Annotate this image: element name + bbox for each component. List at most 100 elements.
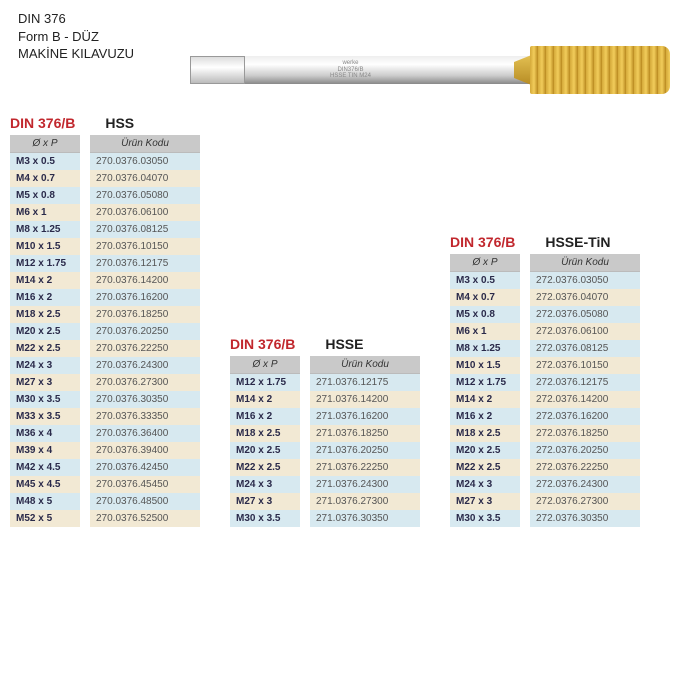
size-cell: M18 x 2.5 — [10, 306, 80, 323]
size-cell: M18 x 2.5 — [450, 425, 520, 442]
size-cell: M6 x 1 — [10, 204, 80, 221]
code-cell: 271.0376.22250 — [310, 459, 420, 476]
size-cell: M48 x 5 — [10, 493, 80, 510]
table-block-hsse-tin: DIN 376/B HSSE-TiN Ø x PM3 x 0.5M4 x 0.7M5… — [450, 234, 640, 527]
code-cell: 272.0376.14200 — [530, 391, 640, 408]
size-cell: M8 x 1.25 — [450, 340, 520, 357]
data-table: Ø x PM3 x 0.5M4 x 0.7M5 x 0.8M6 x 1M8 x … — [450, 254, 640, 527]
size-cell: M27 x 3 — [230, 493, 300, 510]
code-cell: 272.0376.03050 — [530, 272, 640, 289]
size-cell: M20 x 2.5 — [230, 442, 300, 459]
size-cell: M22 x 2.5 — [230, 459, 300, 476]
code-cell: 272.0376.24300 — [530, 476, 640, 493]
size-cell: M14 x 2 — [230, 391, 300, 408]
code-cell: 271.0376.30350 — [310, 510, 420, 527]
size-cell: M20 x 2.5 — [10, 323, 80, 340]
code-cell: 270.0376.06100 — [90, 204, 200, 221]
size-cell: M6 x 1 — [450, 323, 520, 340]
size-cell: M8 x 1.25 — [10, 221, 80, 238]
code-cell: 271.0376.20250 — [310, 442, 420, 459]
table-title: DIN 376/B — [10, 115, 75, 131]
code-cell: 270.0376.36400 — [90, 425, 200, 442]
size-cell: M30 x 3.5 — [10, 391, 80, 408]
code-cell: 270.0376.39400 — [90, 442, 200, 459]
size-cell: M4 x 0.7 — [10, 170, 80, 187]
size-cell: M39 x 4 — [10, 442, 80, 459]
size-cell: M14 x 2 — [450, 391, 520, 408]
tables-container: DIN 376/BHSSØ x PM3 x 0.5M4 x 0.7M5 x 0.… — [10, 115, 690, 527]
size-cell: M10 x 1.5 — [450, 357, 520, 374]
size-cell: M12 x 1.75 — [10, 255, 80, 272]
code-cell: 270.0376.08125 — [90, 221, 200, 238]
size-cell: M4 x 0.7 — [450, 289, 520, 306]
tool-thread — [530, 46, 670, 94]
size-cell: M24 x 3 — [450, 476, 520, 493]
page-header: DIN 376 Form B - DÜZ MAKİNE KILAVUZU — [18, 10, 134, 63]
size-cell: M5 x 0.8 — [10, 187, 80, 204]
code-cell: 272.0376.16200 — [530, 408, 640, 425]
size-column-header: Ø x P — [230, 356, 300, 374]
size-cell: M16 x 2 — [230, 408, 300, 425]
code-column: Ürün Kodu272.0376.03050272.0376.04070272… — [530, 254, 640, 527]
code-cell: 270.0376.12175 — [90, 255, 200, 272]
size-column: Ø x PM3 x 0.5M4 x 0.7M5 x 0.8M6 x 1M8 x … — [450, 254, 520, 527]
size-cell: M3 x 0.5 — [450, 272, 520, 289]
size-cell: M36 x 4 — [10, 425, 80, 442]
size-cell: M24 x 3 — [230, 476, 300, 493]
code-cell: 272.0376.20250 — [530, 442, 640, 459]
code-column-header: Ürün Kodu — [530, 254, 640, 272]
code-column: Ürün Kodu270.0376.03050270.0376.04070270… — [90, 135, 200, 527]
table-title: DIN 376/B — [230, 336, 295, 352]
code-cell: 272.0376.18250 — [530, 425, 640, 442]
size-cell: M27 x 3 — [450, 493, 520, 510]
size-cell: M27 x 3 — [10, 374, 80, 391]
code-cell: 270.0376.52500 — [90, 510, 200, 527]
code-cell: 270.0376.18250 — [90, 306, 200, 323]
code-cell: 272.0376.05080 — [530, 306, 640, 323]
size-column: Ø x PM12 x 1.75M14 x 2M16 x 2M18 x 2.5M2… — [230, 356, 300, 527]
code-cell: 271.0376.27300 — [310, 493, 420, 510]
size-cell: M10 x 1.5 — [10, 238, 80, 255]
size-cell: M52 x 5 — [10, 510, 80, 527]
code-cell: 270.0376.30350 — [90, 391, 200, 408]
code-cell: 272.0376.12175 — [530, 374, 640, 391]
code-cell: 271.0376.12175 — [310, 374, 420, 391]
size-column-header: Ø x P — [450, 254, 520, 272]
code-cell: 270.0376.04070 — [90, 170, 200, 187]
code-cell: 270.0376.16200 — [90, 289, 200, 306]
code-cell: 271.0376.16200 — [310, 408, 420, 425]
table-header: DIN 376/BHSSE — [230, 336, 420, 352]
table-header: DIN 376/B HSSE-TiN — [450, 234, 640, 250]
code-cell: 272.0376.30350 — [530, 510, 640, 527]
code-cell: 270.0376.10150 — [90, 238, 200, 255]
data-table: Ø x PM12 x 1.75M14 x 2M16 x 2M18 x 2.5M2… — [230, 356, 420, 527]
code-cell: 271.0376.18250 — [310, 425, 420, 442]
size-cell: M20 x 2.5 — [450, 442, 520, 459]
code-cell: 272.0376.08125 — [530, 340, 640, 357]
code-cell: 272.0376.04070 — [530, 289, 640, 306]
size-cell: M5 x 0.8 — [450, 306, 520, 323]
code-cell: 272.0376.10150 — [530, 357, 640, 374]
size-cell: M30 x 3.5 — [230, 510, 300, 527]
size-column: Ø x PM3 x 0.5M4 x 0.7M5 x 0.8M6 x 1M8 x … — [10, 135, 80, 527]
size-cell: M12 x 1.75 — [230, 374, 300, 391]
code-cell: 271.0376.24300 — [310, 476, 420, 493]
header-line2: Form B - DÜZ — [18, 28, 134, 46]
code-cell: 270.0376.03050 — [90, 153, 200, 170]
table-material: HSS — [105, 115, 134, 131]
code-cell: 270.0376.24300 — [90, 357, 200, 374]
table-header: DIN 376/B HSS — [10, 115, 200, 131]
size-cell: M42 x 4.5 — [10, 459, 80, 476]
size-cell: M14 x 2 — [10, 272, 80, 289]
table-title: DIN 376/B — [450, 234, 515, 250]
table-material: HSSE-TiN — [545, 234, 610, 250]
code-column-header: Ürün Kodu — [310, 356, 420, 374]
size-cell: M30 x 3.5 — [450, 510, 520, 527]
code-column: Ürün Kodu271.0376.12175271.0376.14200271… — [310, 356, 420, 527]
size-cell: M24 x 3 — [10, 357, 80, 374]
size-cell: M33 x 3.5 — [10, 408, 80, 425]
code-cell: 270.0376.14200 — [90, 272, 200, 289]
size-cell: M22 x 2.5 — [450, 459, 520, 476]
code-cell: 270.0376.05080 — [90, 187, 200, 204]
size-cell: M3 x 0.5 — [10, 153, 80, 170]
